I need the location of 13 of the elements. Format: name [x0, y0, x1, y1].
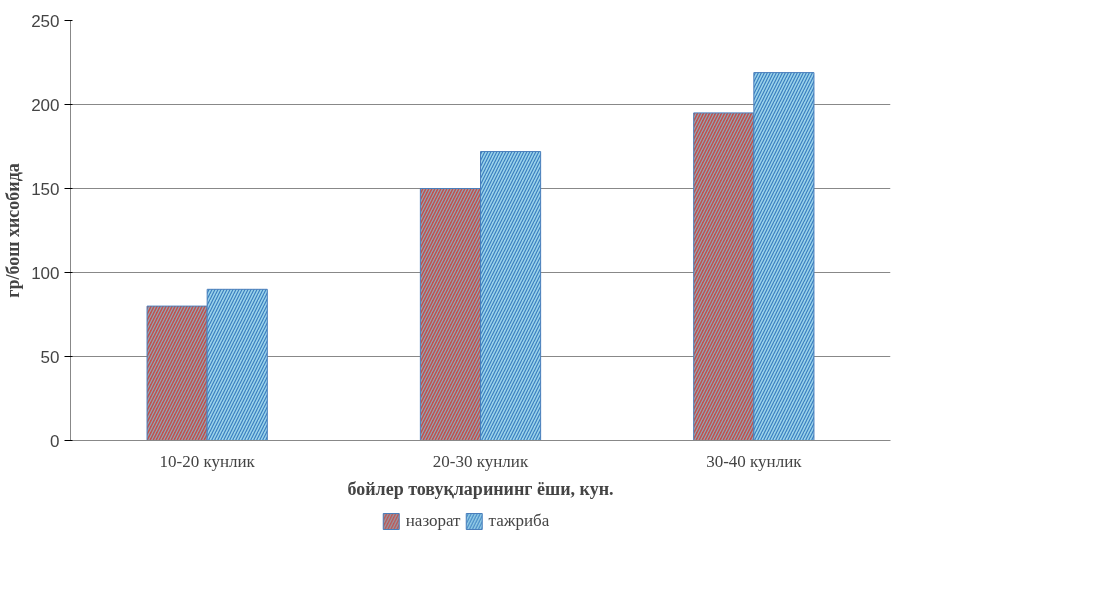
y-axis-title: гр/бош хисобида	[3, 163, 24, 298]
y-tick-label: 100	[31, 263, 60, 283]
y-tick-label: 150	[31, 179, 60, 199]
x-tick-label: 10-20 кунлик	[159, 451, 256, 471]
x-tick-label: 20-30 кунлик	[432, 451, 529, 471]
y-tick-label: 200	[31, 95, 60, 115]
legend-label: тажриба	[488, 511, 550, 531]
y-tick-label: 50	[40, 347, 60, 367]
y-tick-label: 0	[50, 431, 60, 451]
x-tick-label: 30-40 кунлик	[706, 451, 803, 471]
y-tick-label: 250	[31, 11, 60, 31]
legend-label: назорат	[405, 511, 461, 531]
x-axis-title: бойлер товуқларининг ёши, кун.	[347, 478, 614, 499]
